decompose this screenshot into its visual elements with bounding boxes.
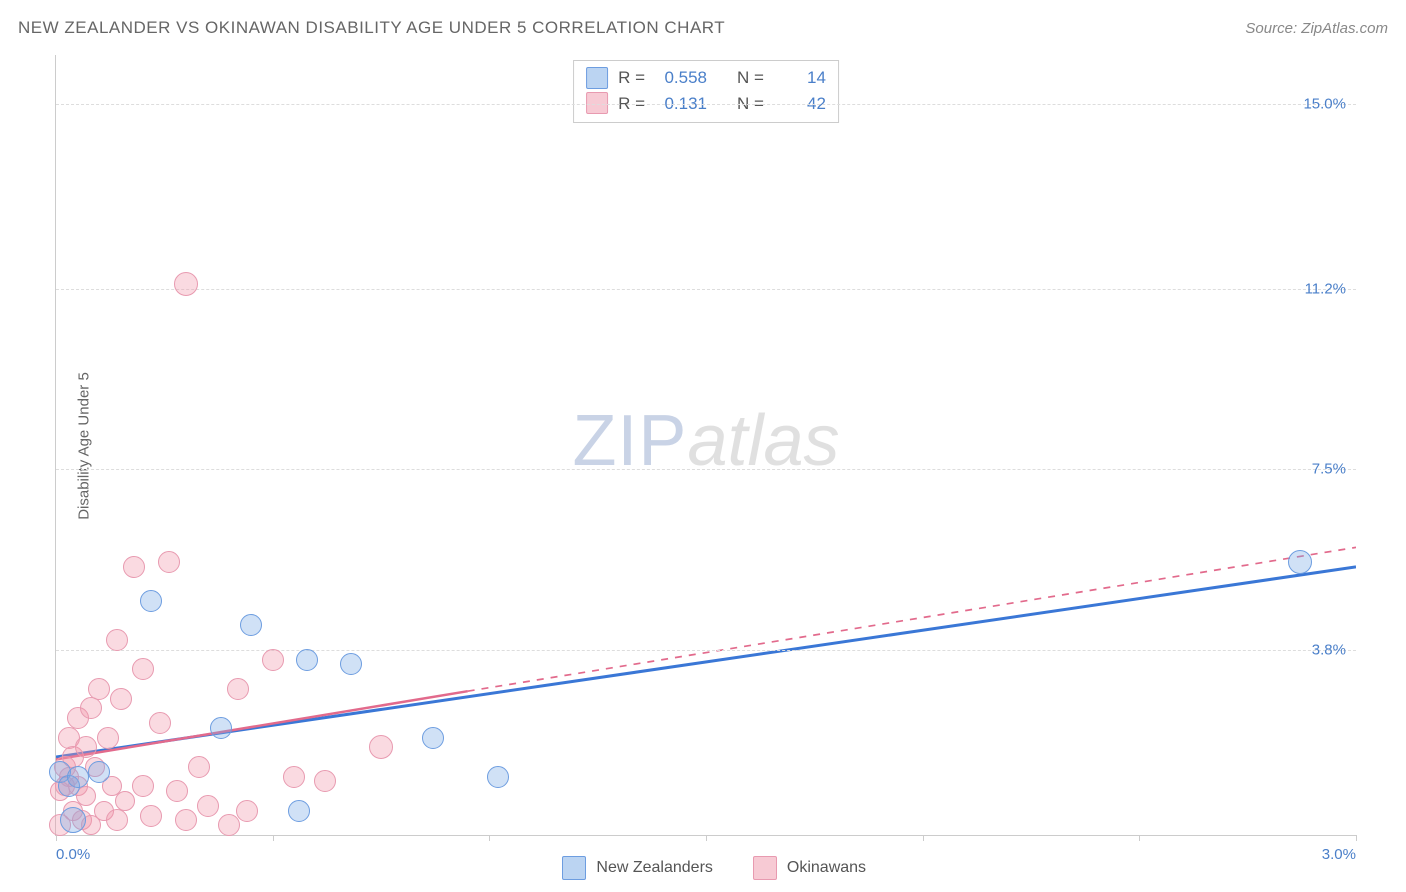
x-tick <box>923 835 924 841</box>
data-point <box>262 649 284 671</box>
data-point <box>140 590 162 612</box>
data-point <box>140 805 162 827</box>
chart-title: NEW ZEALANDER VS OKINAWAN DISABILITY AGE… <box>18 18 725 38</box>
data-point <box>283 766 305 788</box>
data-point <box>296 649 318 671</box>
stats-r-value: 0.558 <box>655 65 707 91</box>
swatch-icon <box>586 67 608 89</box>
stats-n-value: 14 <box>774 65 826 91</box>
data-point <box>1288 550 1312 574</box>
x-tick <box>489 835 490 841</box>
trendlines-layer <box>56 55 1356 835</box>
y-tick-label: 11.2% <box>1305 281 1346 298</box>
data-point <box>106 629 128 651</box>
data-point <box>132 775 154 797</box>
data-point <box>132 658 154 680</box>
y-tick-label: 3.8% <box>1312 641 1346 658</box>
data-point <box>75 736 97 758</box>
source-name: ZipAtlas.com <box>1301 20 1388 37</box>
trendline-dashed <box>468 547 1356 691</box>
data-point <box>106 809 128 831</box>
data-point <box>227 678 249 700</box>
data-point <box>88 678 110 700</box>
swatch-icon <box>562 856 586 880</box>
data-point <box>188 756 210 778</box>
legend-label: New Zealanders <box>596 859 713 877</box>
x-tick-label: 0.0% <box>56 846 90 863</box>
data-point <box>158 551 180 573</box>
data-point <box>240 614 262 636</box>
data-point <box>236 800 258 822</box>
data-point <box>110 688 132 710</box>
gridline <box>56 469 1356 470</box>
data-point <box>288 800 310 822</box>
gridline <box>56 650 1356 651</box>
x-tick <box>706 835 707 841</box>
x-tick <box>273 835 274 841</box>
data-point <box>80 697 102 719</box>
stats-r-label: R = <box>618 65 645 91</box>
y-tick-label: 15.0% <box>1303 95 1346 112</box>
data-point <box>67 766 89 788</box>
title-bar: NEW ZEALANDER VS OKINAWAN DISABILITY AGE… <box>18 18 1388 38</box>
data-point <box>166 780 188 802</box>
swatch-icon <box>753 856 777 880</box>
x-tick-label: 3.0% <box>1322 846 1356 863</box>
data-point <box>60 807 86 833</box>
source-prefix: Source: <box>1245 20 1301 37</box>
data-point <box>123 556 145 578</box>
legend-label: Okinawans <box>787 859 866 877</box>
legend-item: New Zealanders <box>562 856 713 880</box>
trendline <box>56 567 1356 757</box>
data-point <box>487 766 509 788</box>
x-tick <box>1139 835 1140 841</box>
data-point <box>369 735 393 759</box>
data-point <box>197 795 219 817</box>
series-legend: New Zealanders Okinawans <box>562 856 866 880</box>
gridline <box>56 289 1356 290</box>
plot-area: ZIPatlas R = 0.558 N = 14 R = 0.131 N = … <box>55 55 1356 836</box>
stats-n-label: N = <box>737 65 764 91</box>
stats-legend-box: R = 0.558 N = 14 R = 0.131 N = 42 <box>573 60 839 123</box>
data-point <box>218 814 240 836</box>
data-point <box>340 653 362 675</box>
data-point <box>422 727 444 749</box>
gridline <box>56 104 1356 105</box>
data-point <box>175 809 197 831</box>
data-point <box>115 791 135 811</box>
data-point <box>174 272 198 296</box>
legend-item: Okinawans <box>753 856 866 880</box>
data-point <box>88 761 110 783</box>
y-tick-label: 7.5% <box>1312 461 1346 478</box>
data-point <box>210 717 232 739</box>
source-attribution: Source: ZipAtlas.com <box>1245 20 1388 37</box>
data-point <box>149 712 171 734</box>
data-point <box>97 727 119 749</box>
data-point <box>314 770 336 792</box>
stats-row: R = 0.558 N = 14 <box>586 65 826 91</box>
x-tick <box>1356 835 1357 841</box>
